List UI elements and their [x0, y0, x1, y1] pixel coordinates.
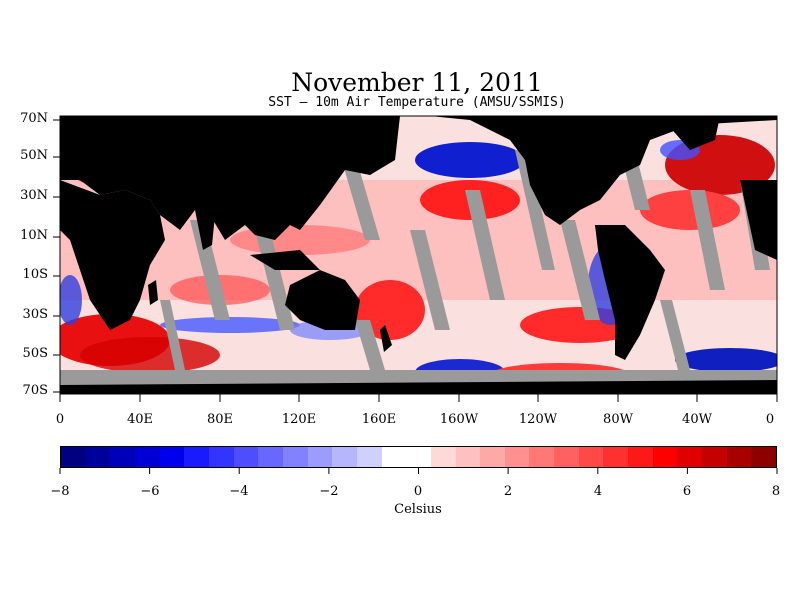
colorbar-swatch [332, 447, 357, 467]
colorbar-swatch [208, 447, 234, 467]
colorbar-label-neg4: −4 [229, 484, 249, 499]
colorbar-label-4: 4 [593, 484, 603, 499]
colorbar-label-2: 2 [503, 484, 513, 499]
colorbar-swatch [726, 447, 752, 467]
lat-label-10n: 10N [20, 228, 48, 243]
colorbar [60, 446, 777, 468]
colorbar-label-8: 8 [771, 484, 781, 499]
lon-label-160e: 160E [361, 412, 397, 427]
colorbar-swatch [110, 447, 135, 467]
colorbar-swatch [603, 447, 629, 467]
colorbar-swatch [455, 447, 481, 467]
anomaly-field [60, 135, 777, 387]
colorbar-swatch [233, 447, 259, 467]
colorbar-swatch [529, 447, 555, 467]
colorbar-swatch [159, 447, 185, 467]
colorbar-label-6: 6 [682, 484, 692, 499]
lon-label-40e: 40E [126, 412, 154, 427]
colorbar-swatch [430, 447, 456, 467]
lon-label-0-east: 0 [765, 412, 775, 427]
colorbar-swatch [504, 447, 530, 467]
colorbar-swatch [751, 447, 777, 467]
lon-label-80e: 80E [206, 412, 234, 427]
lat-ticks [53, 119, 60, 393]
lat-label-30n: 30N [20, 188, 48, 203]
colorbar-swatch [184, 447, 209, 467]
colorbar-swatch [356, 447, 382, 467]
lat-label-30s: 30S [22, 307, 48, 322]
lat-label-50n: 50N [20, 148, 48, 163]
lon-ticks [59, 394, 778, 402]
colorbar-swatch [652, 447, 678, 467]
colorbar-label-0: 0 [413, 484, 423, 499]
colorbar-swatch [578, 447, 604, 467]
colorbar-swatch [381, 447, 407, 467]
colorbar-swatch [480, 447, 505, 467]
map-title: November 11, 2011 [291, 68, 543, 97]
lon-label-40w: 40W [682, 412, 712, 427]
lon-label-160w: 160W [439, 412, 479, 427]
colorbar-label-neg2: −2 [319, 484, 339, 499]
map-subtitle: SST – 10m Air Temperature (AMSU/SSMIS) [268, 95, 566, 110]
lon-label-120w: 120W [518, 412, 558, 427]
colorbar-swatch [628, 447, 653, 467]
lat-label-10s: 10S [22, 267, 48, 282]
colorbar-swatch [61, 447, 86, 467]
colorbar-unit-label: Celsius [394, 502, 442, 517]
colorbar-swatch [554, 447, 579, 467]
lon-label-0-west: 0 [55, 412, 65, 427]
colorbar-label-neg8: −8 [50, 484, 70, 499]
colorbar-swatch [282, 447, 308, 467]
colorbar-swatch [85, 447, 111, 467]
lat-label-50s: 50S [22, 346, 48, 361]
colorbar-ticks [59, 468, 778, 474]
colorbar-swatch [677, 447, 703, 467]
lat-label-70n: 70N [20, 111, 48, 126]
colorbar-swatch [307, 447, 333, 467]
lon-label-120e: 120E [281, 412, 317, 427]
colorbar-swatch [406, 447, 431, 467]
colorbar-swatch [258, 447, 283, 467]
map-plot-area [60, 116, 777, 394]
map-frame [59, 115, 778, 395]
lon-label-80w: 80W [603, 412, 633, 427]
colorbar-swatch [702, 447, 727, 467]
land [60, 116, 777, 394]
colorbar-swatch [134, 447, 160, 467]
colorbar-label-neg6: −6 [140, 484, 160, 499]
lat-label-70s: 70S [22, 383, 48, 398]
